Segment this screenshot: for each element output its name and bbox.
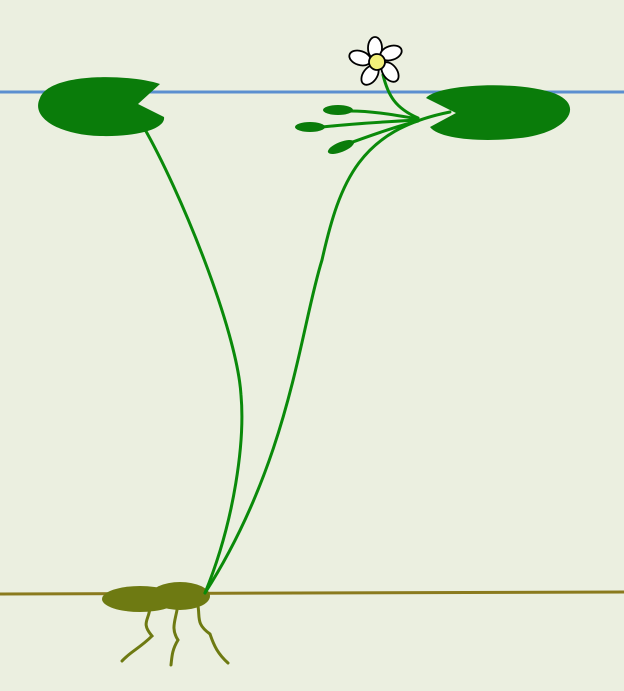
leaf-stalk-left — [141, 124, 244, 595]
stalks — [141, 73, 452, 595]
flower-center — [368, 53, 386, 71]
rhizome-segment — [150, 582, 210, 610]
bud-stalk — [320, 118, 420, 129]
bud — [327, 140, 355, 154]
flower — [348, 36, 403, 86]
leaf-stalk-right — [203, 110, 452, 595]
root — [196, 604, 230, 665]
bud-stalk — [348, 109, 420, 121]
roots — [120, 602, 230, 667]
bud-stalk — [348, 119, 420, 145]
flower-stalk — [381, 73, 420, 120]
root — [169, 602, 180, 667]
floating-leaf-left — [38, 77, 165, 137]
rhizome — [102, 582, 210, 612]
bud — [323, 105, 353, 115]
bud — [295, 122, 325, 132]
root — [120, 604, 155, 663]
pond-bottom-line — [0, 590, 624, 596]
flower-buds — [295, 105, 355, 154]
floating-leaf-right — [426, 85, 571, 140]
